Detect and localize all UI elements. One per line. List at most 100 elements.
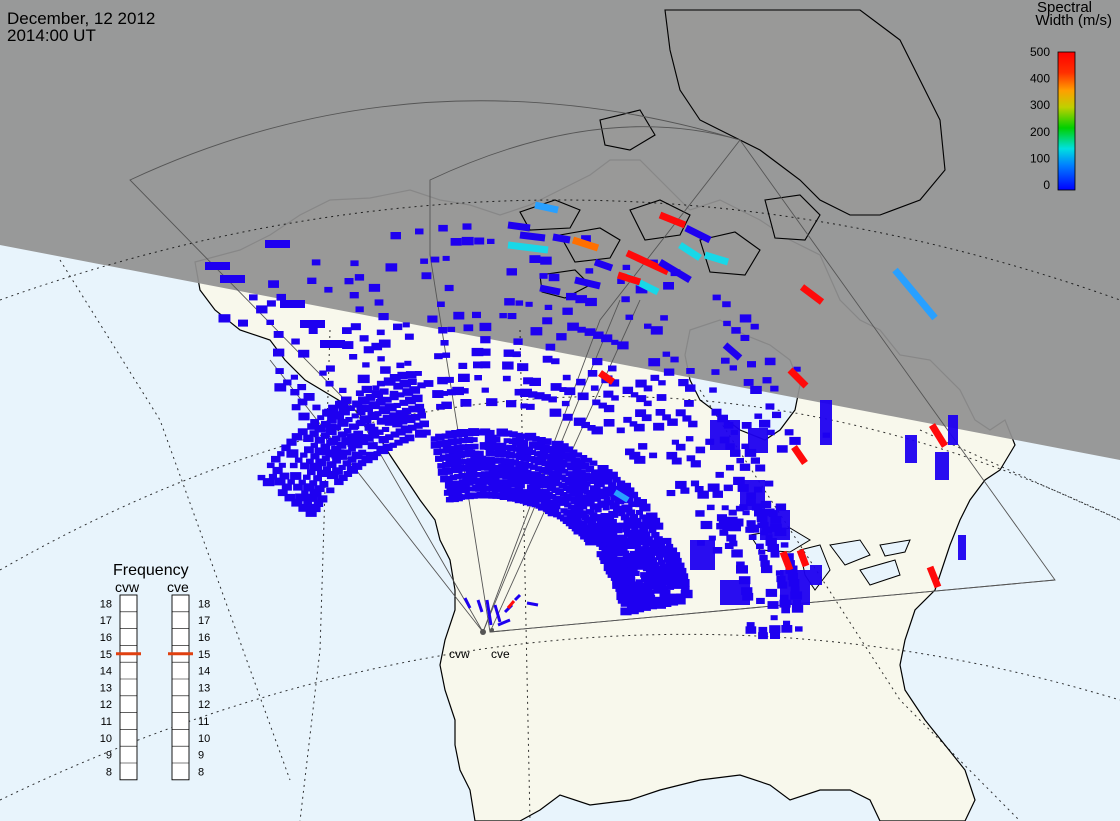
radar-cell [514, 388, 524, 396]
radar-cell [721, 357, 730, 364]
cvw-frequency-scale: 18 17 16 15 14 13 12 11 10 9 8 [100, 594, 141, 781]
radar-cell [359, 335, 369, 342]
radar-cell [320, 443, 331, 451]
radar-cell [647, 539, 657, 547]
radar-cell [606, 540, 614, 546]
radar-cell [325, 365, 335, 372]
radar-cell [600, 513, 610, 520]
radar-cell [612, 580, 625, 589]
radar-cell [643, 400, 652, 407]
frequency-tick-label: 17 [100, 615, 112, 627]
radar-cell [376, 329, 385, 336]
radar-cell [681, 585, 690, 592]
radar-cell [587, 370, 598, 377]
radar-cell [277, 451, 285, 457]
radar-cell [435, 455, 444, 462]
radar-cell [621, 580, 629, 586]
radar-cell [486, 398, 498, 407]
radar-cell [464, 492, 474, 500]
radar-cell [322, 409, 332, 417]
radar-cell [496, 428, 508, 437]
radar-cell [575, 295, 587, 304]
radar-cell [517, 363, 529, 372]
radar-cell [359, 415, 372, 424]
radar-cell [666, 565, 678, 573]
radar-cell [380, 366, 391, 374]
radar-cell [612, 549, 623, 557]
radar-cell [516, 445, 529, 454]
radar-cell [715, 471, 724, 478]
radar-cell [326, 487, 335, 494]
radar-cell [357, 437, 369, 446]
radar-cell [643, 385, 653, 392]
radar-cell [630, 566, 638, 572]
cvw-site-label: cvw [449, 647, 470, 661]
radar-cell [770, 615, 778, 621]
radar-cell [617, 572, 626, 578]
radar-cell [632, 557, 645, 566]
radar-cell [383, 396, 392, 403]
radar-cell [958, 535, 966, 560]
radar-cell [645, 585, 653, 591]
radar-cell [346, 405, 355, 411]
radar-cell [695, 446, 706, 454]
radar-cell [616, 592, 628, 601]
radar-cell [314, 485, 325, 492]
radar-cell [512, 437, 525, 446]
radar-cell [481, 387, 489, 393]
radar-cell [590, 385, 599, 391]
radar-cell [584, 473, 597, 482]
radar-cell [731, 549, 743, 558]
radar-cell [585, 268, 594, 274]
radar-cell [384, 403, 397, 412]
radar-cell [750, 323, 759, 330]
radar-cell [442, 445, 454, 454]
radar-cell [544, 460, 556, 469]
radar-cell [464, 443, 474, 450]
radar-cell [463, 324, 474, 332]
radar-cell [766, 429, 775, 436]
radar-cell [769, 625, 781, 634]
radar-cell [337, 418, 349, 427]
radar-cell [635, 606, 645, 613]
radar-cell [758, 626, 768, 633]
radar-cell [712, 547, 723, 554]
radar-cell [310, 453, 320, 460]
radar-cell [633, 601, 644, 609]
radar-strip [616, 271, 642, 286]
radar-cell [653, 588, 661, 594]
radar-cell [616, 556, 627, 564]
radar-cell [573, 417, 586, 426]
radar-cell [563, 493, 572, 500]
radar-cell [658, 545, 669, 553]
radar-cell [319, 370, 327, 376]
radar-cell [413, 422, 423, 429]
radar-cell [448, 494, 459, 503]
radar-cell [685, 436, 694, 442]
radar-cell [272, 466, 283, 475]
radar-cell [635, 521, 646, 529]
radar-cell [417, 412, 426, 419]
radar-cell [650, 581, 662, 590]
radar-cell [286, 449, 299, 458]
radar-cell [670, 572, 678, 578]
radar-cell [759, 554, 768, 561]
radar-cell [633, 497, 641, 503]
radar-cell [621, 537, 632, 545]
radar-cell [343, 471, 353, 477]
radar-cell [648, 527, 657, 534]
radar-cell [650, 604, 657, 610]
radar-cell [442, 255, 450, 261]
radar-cell [640, 558, 653, 567]
radar-cell [466, 458, 475, 464]
radar-cell [462, 223, 472, 230]
radar-cell [503, 438, 511, 444]
radar-cell [642, 518, 651, 524]
radar-cell [742, 510, 750, 516]
radar-cell [389, 442, 397, 448]
radar-cell [682, 415, 692, 422]
radar-cell [716, 514, 727, 522]
radar-cell [617, 341, 629, 350]
radar-cell [656, 394, 667, 401]
radar-cell [595, 538, 603, 543]
